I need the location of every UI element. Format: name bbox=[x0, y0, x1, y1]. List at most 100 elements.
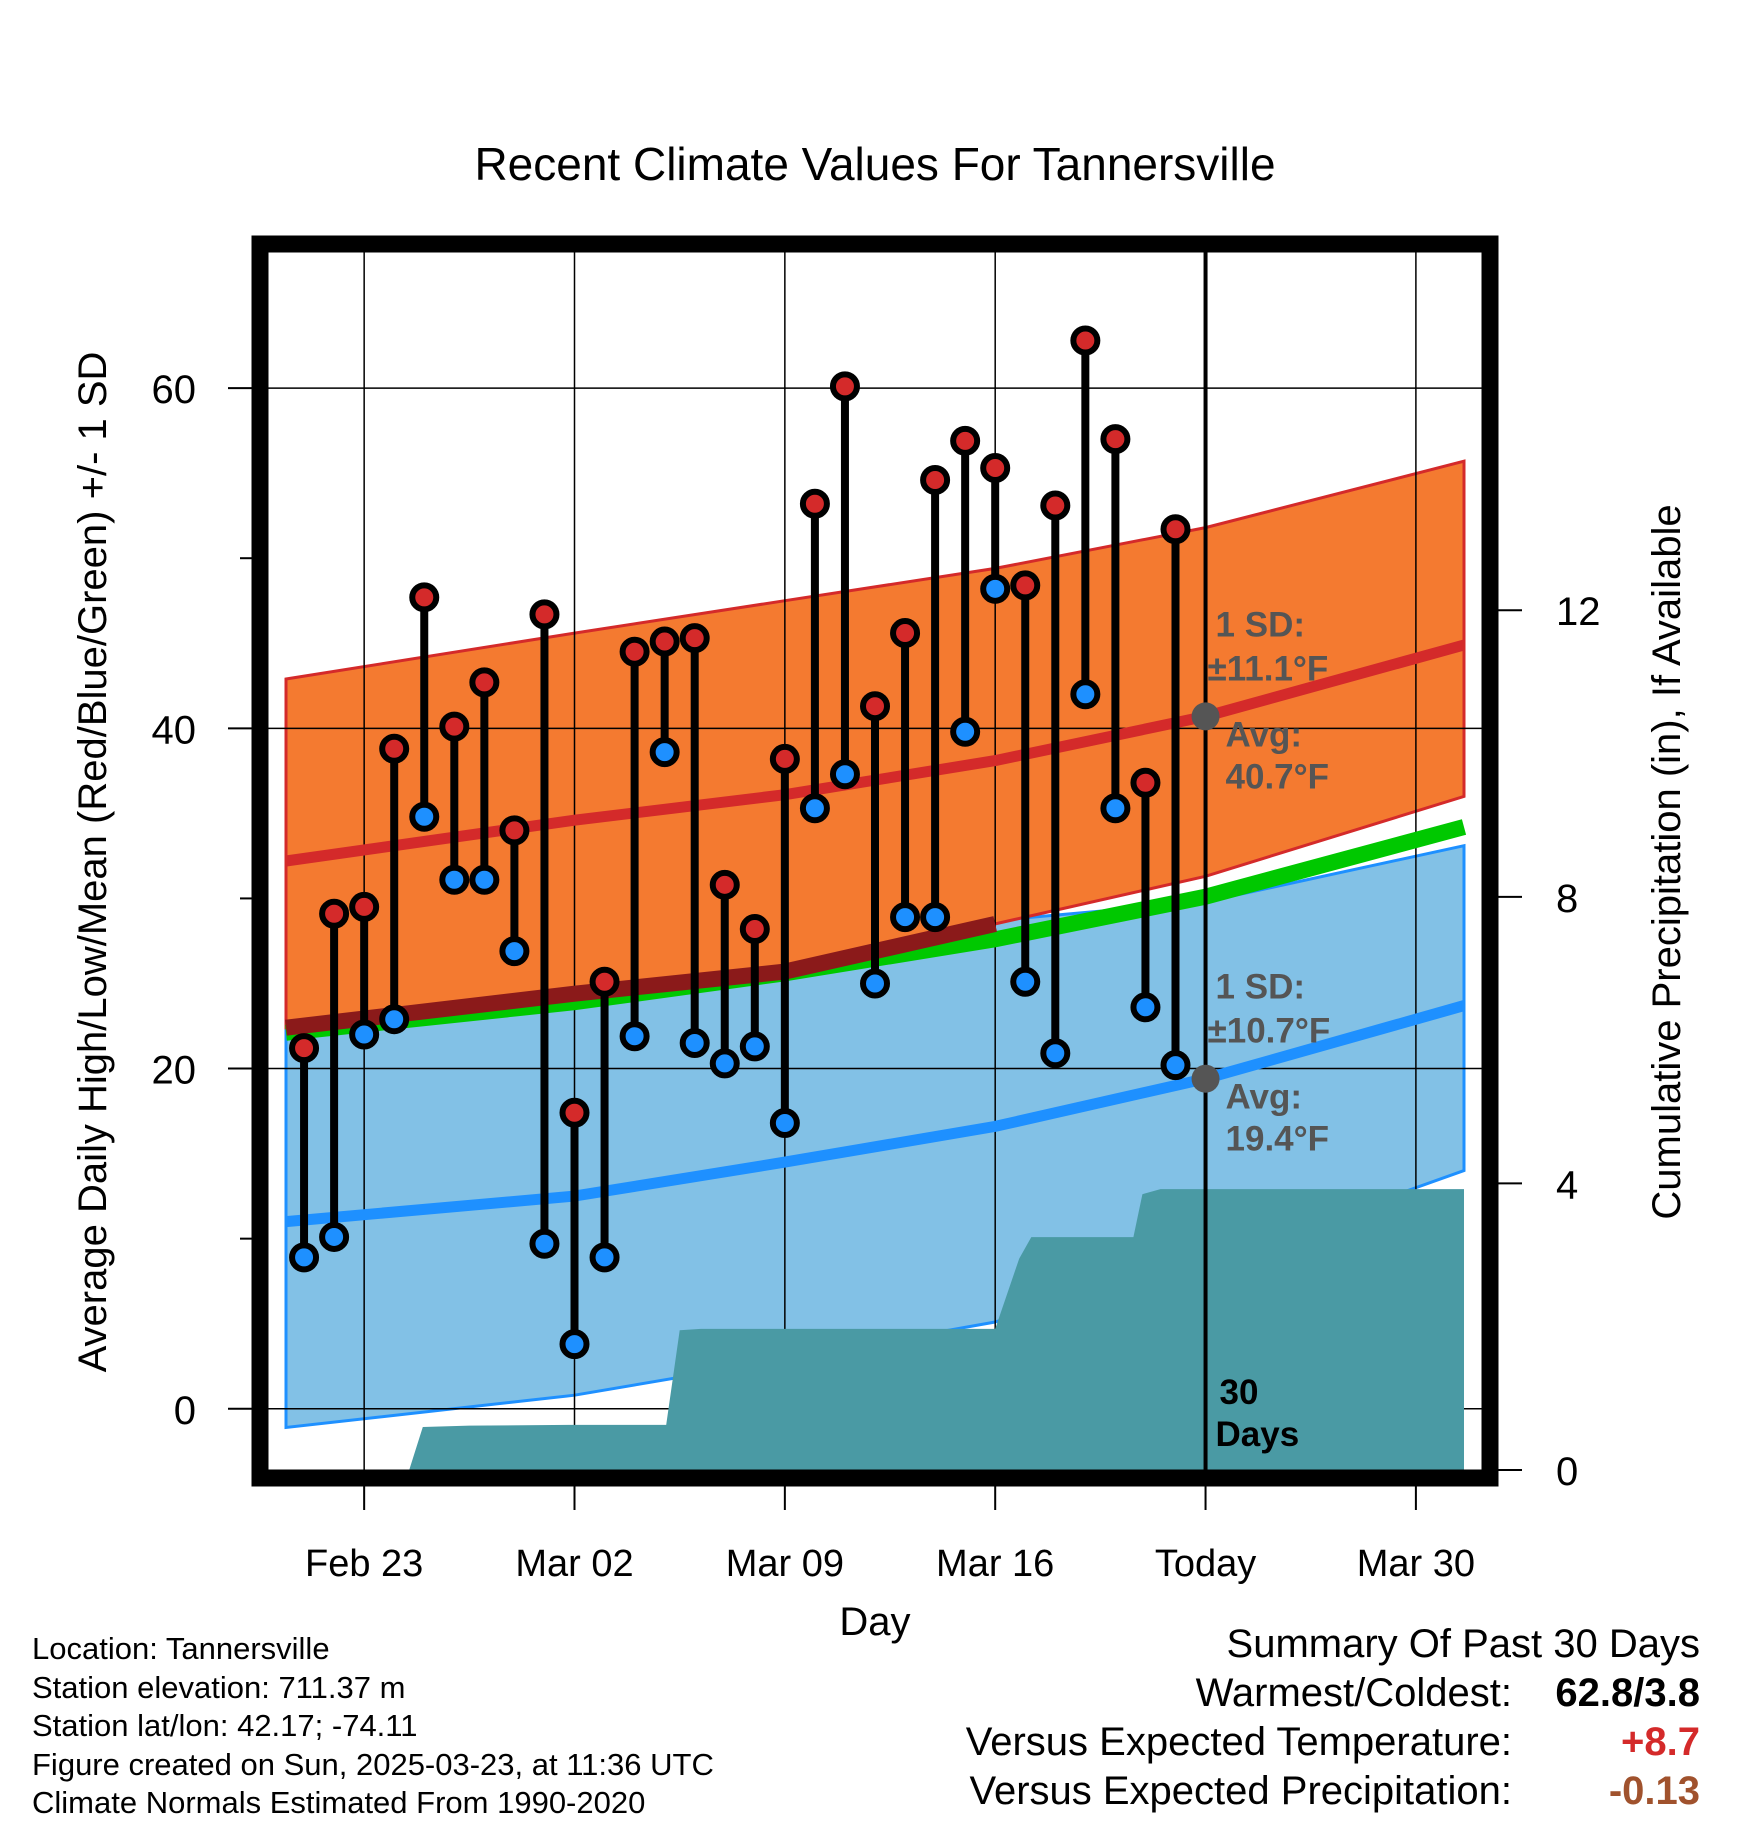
daily-low-point bbox=[739, 1031, 770, 1062]
daily-low-point bbox=[409, 801, 440, 832]
low-avg-value: 19.4°F bbox=[1226, 1120, 1330, 1159]
high-sd-label: 1 SD: bbox=[1216, 605, 1305, 644]
daily-high-point bbox=[289, 1033, 320, 1064]
daily-low-point bbox=[559, 1329, 590, 1360]
warm-cold-label: Warmest/Coldest: bbox=[1195, 1671, 1512, 1715]
daily-high-point bbox=[319, 898, 350, 929]
created-text: Figure created on Sun, 2025-03-23, at 11… bbox=[32, 1746, 714, 1782]
daily-low-point bbox=[980, 573, 1011, 604]
daily-high-point bbox=[920, 464, 951, 495]
daily-low-point bbox=[649, 737, 680, 768]
daily-low-point bbox=[1100, 793, 1131, 824]
today-low-avg-dot bbox=[1191, 1064, 1220, 1093]
daily-high-point bbox=[379, 733, 410, 764]
x-tick-label: Today bbox=[1155, 1543, 1256, 1585]
daily-low-point bbox=[349, 1019, 380, 1050]
x-axis-label: Day bbox=[839, 1600, 910, 1644]
daily-low-point bbox=[799, 793, 830, 824]
daily-low-point bbox=[619, 1021, 650, 1052]
location-text: Location: Tannersville bbox=[32, 1631, 330, 1666]
high-sd-value: ±11.1°F bbox=[1208, 649, 1329, 688]
daily-low-point bbox=[709, 1048, 740, 1079]
today-high-avg-dot bbox=[1191, 702, 1220, 731]
axes: 0 20 40 60 0 4 8 12 Feb 23 Mar 02 Mar 09 Mar 16 Toda… bbox=[152, 368, 1601, 1585]
chart-title: Recent Climate Values For Tannersville bbox=[474, 138, 1275, 190]
daily-high-point bbox=[529, 599, 560, 630]
daily-low-point bbox=[439, 864, 470, 895]
y-axis-label: Average Daily High/Low/Mean (Red/Blue/Gr… bbox=[71, 352, 115, 1373]
daily-low-point bbox=[1070, 679, 1101, 710]
daily-high-point bbox=[559, 1097, 590, 1128]
warm-cold-value: 62.8/3.8 bbox=[1555, 1671, 1700, 1715]
summary-temp-row: Versus Expected Temperature: +8.7 bbox=[966, 1718, 1700, 1767]
y2-axis-label: Cumulative Precipitation (in), If Availa… bbox=[1645, 504, 1689, 1219]
precipitation-area bbox=[286, 1189, 1464, 1470]
daily-high-point bbox=[769, 743, 800, 774]
low-sd-label: 1 SD: bbox=[1216, 968, 1305, 1007]
y-tick-label: 40 bbox=[152, 708, 197, 752]
daily-high-point bbox=[469, 667, 500, 698]
daily-high-point bbox=[1130, 767, 1161, 798]
window-days-number: 30 bbox=[1220, 1373, 1259, 1412]
low-normal-line bbox=[285, 1000, 1466, 1228]
daily-high-point bbox=[649, 626, 680, 657]
x-tick-label: Mar 09 bbox=[726, 1543, 844, 1585]
daily-low-point bbox=[1130, 992, 1161, 1023]
latlon-text: Station lat/lon: 42.17; -74.11 bbox=[32, 1708, 418, 1743]
normals-text: Climate Normals Estimated From 1990-2020 bbox=[32, 1785, 646, 1820]
daily-low-point bbox=[920, 902, 951, 933]
daily-high-point bbox=[709, 869, 740, 900]
station-info: Location: Tannersville Station elevation… bbox=[32, 1630, 714, 1823]
cumulative-precip-area bbox=[286, 1189, 1464, 1470]
x-tick-label: Mar 16 bbox=[936, 1543, 1054, 1585]
x-tick-label: Mar 30 bbox=[1357, 1543, 1475, 1585]
daily-low-point bbox=[769, 1107, 800, 1138]
y-tick-label: 60 bbox=[152, 368, 197, 412]
summary-precip-row: Versus Expected Precipitation: -0.13 bbox=[966, 1767, 1700, 1816]
daily-high-point bbox=[799, 488, 830, 519]
daily-low-point bbox=[589, 1242, 620, 1273]
daily-low-point bbox=[679, 1028, 710, 1059]
daily-low-point bbox=[469, 864, 500, 895]
y-tick-label: 0 bbox=[174, 1389, 196, 1433]
y2-tick-label: 4 bbox=[1556, 1163, 1578, 1207]
daily-low-point bbox=[1160, 1050, 1191, 1081]
low-sd-value: ±10.7°F bbox=[1208, 1012, 1331, 1051]
daily-high-point bbox=[890, 618, 921, 649]
daily-low-point bbox=[499, 936, 530, 967]
daily-high-point bbox=[739, 914, 770, 945]
daily-high-point bbox=[1040, 490, 1071, 521]
band-overlap-strip bbox=[285, 916, 997, 1036]
plot-frame bbox=[251, 235, 1499, 1487]
daily-high-point bbox=[349, 891, 380, 922]
summary-warm-cold-row: Warmest/Coldest: 62.8/3.8 bbox=[966, 1669, 1700, 1718]
daily-high-point bbox=[829, 371, 860, 402]
precip-anomaly-value: -0.13 bbox=[1608, 1769, 1700, 1813]
x-tick-label: Feb 23 bbox=[305, 1543, 423, 1585]
daily-high-point bbox=[1010, 570, 1041, 601]
daily-high-point bbox=[950, 425, 981, 456]
daily-high-point bbox=[860, 691, 890, 722]
low-avg-label: Avg: bbox=[1226, 1078, 1302, 1117]
y2-tick-label: 0 bbox=[1556, 1450, 1578, 1494]
daily-high-point bbox=[1100, 424, 1131, 455]
daily-high-point bbox=[619, 636, 650, 667]
daily-low-point bbox=[860, 968, 890, 999]
daily-low-point bbox=[1010, 966, 1041, 997]
summary-title: Summary Of Past 30 Days bbox=[1226, 1622, 1700, 1666]
window-days-label: Days bbox=[1216, 1415, 1300, 1454]
daily-high-point bbox=[1160, 514, 1191, 545]
daily-markers bbox=[289, 325, 1191, 1360]
daily-high-point bbox=[589, 966, 620, 997]
daily-high-point bbox=[679, 623, 710, 654]
temp-anomaly-label: Versus Expected Temperature: bbox=[965, 1720, 1512, 1764]
temp-anomaly-value: +8.7 bbox=[1621, 1720, 1700, 1764]
daily-high-point bbox=[1070, 325, 1101, 356]
y2-tick-label: 8 bbox=[1556, 877, 1578, 921]
daily-high-point bbox=[409, 582, 440, 613]
daily-low-point bbox=[289, 1242, 320, 1273]
elevation-text: Station elevation: 711.37 m bbox=[32, 1669, 406, 1705]
daily-high-point bbox=[980, 453, 1011, 484]
